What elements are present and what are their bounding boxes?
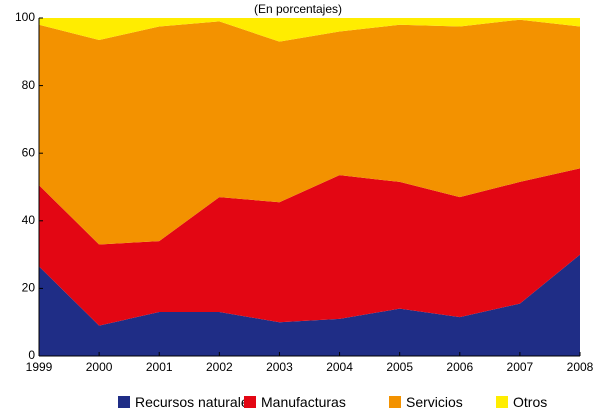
x-tick-label: 2007 — [507, 360, 534, 374]
series-area-4 — [39, 18, 580, 42]
legend-label: Manufacturas — [261, 394, 346, 410]
legend-label: Recursos naturales — [135, 394, 256, 410]
series-area-1 — [39, 254, 580, 356]
legend-swatch — [389, 396, 401, 408]
legend: Recursos naturales Manufacturas Servicios O… — [118, 394, 547, 410]
x-tick-label: 2002 — [206, 360, 233, 374]
y-tick-label: 0 — [28, 348, 35, 362]
chart-title: (En porcentajes) — [254, 2, 342, 16]
x-tick-label: 2008 — [567, 360, 594, 374]
series-area-2 — [39, 168, 580, 326]
legend-swatch — [244, 396, 256, 408]
axes: 0 20 40 60 80 100 1999 2000 2001 2002 2003 2004 2005… — [15, 10, 594, 374]
y-tick-label: 40 — [22, 213, 36, 227]
area-layers — [39, 18, 580, 356]
legend-swatch — [118, 396, 130, 408]
y-tick-label: 100 — [15, 10, 35, 24]
y-tick-label: 80 — [22, 78, 36, 92]
y-tick-label: 20 — [22, 281, 36, 295]
series-area-3 — [39, 19, 580, 245]
x-tick-label: 2003 — [266, 360, 293, 374]
legend-label: Servicios — [406, 394, 463, 410]
x-tick-label: 2005 — [386, 360, 413, 374]
legend-label: Otros — [513, 394, 547, 410]
x-tick-label: 2000 — [86, 360, 113, 374]
x-tick-label: 2006 — [446, 360, 473, 374]
y-tick-label: 60 — [22, 145, 36, 159]
legend-swatch — [496, 396, 508, 408]
x-tick-label: 2001 — [146, 360, 173, 374]
x-tick-label: 1999 — [26, 360, 53, 374]
x-tick-label: 2004 — [326, 360, 353, 374]
